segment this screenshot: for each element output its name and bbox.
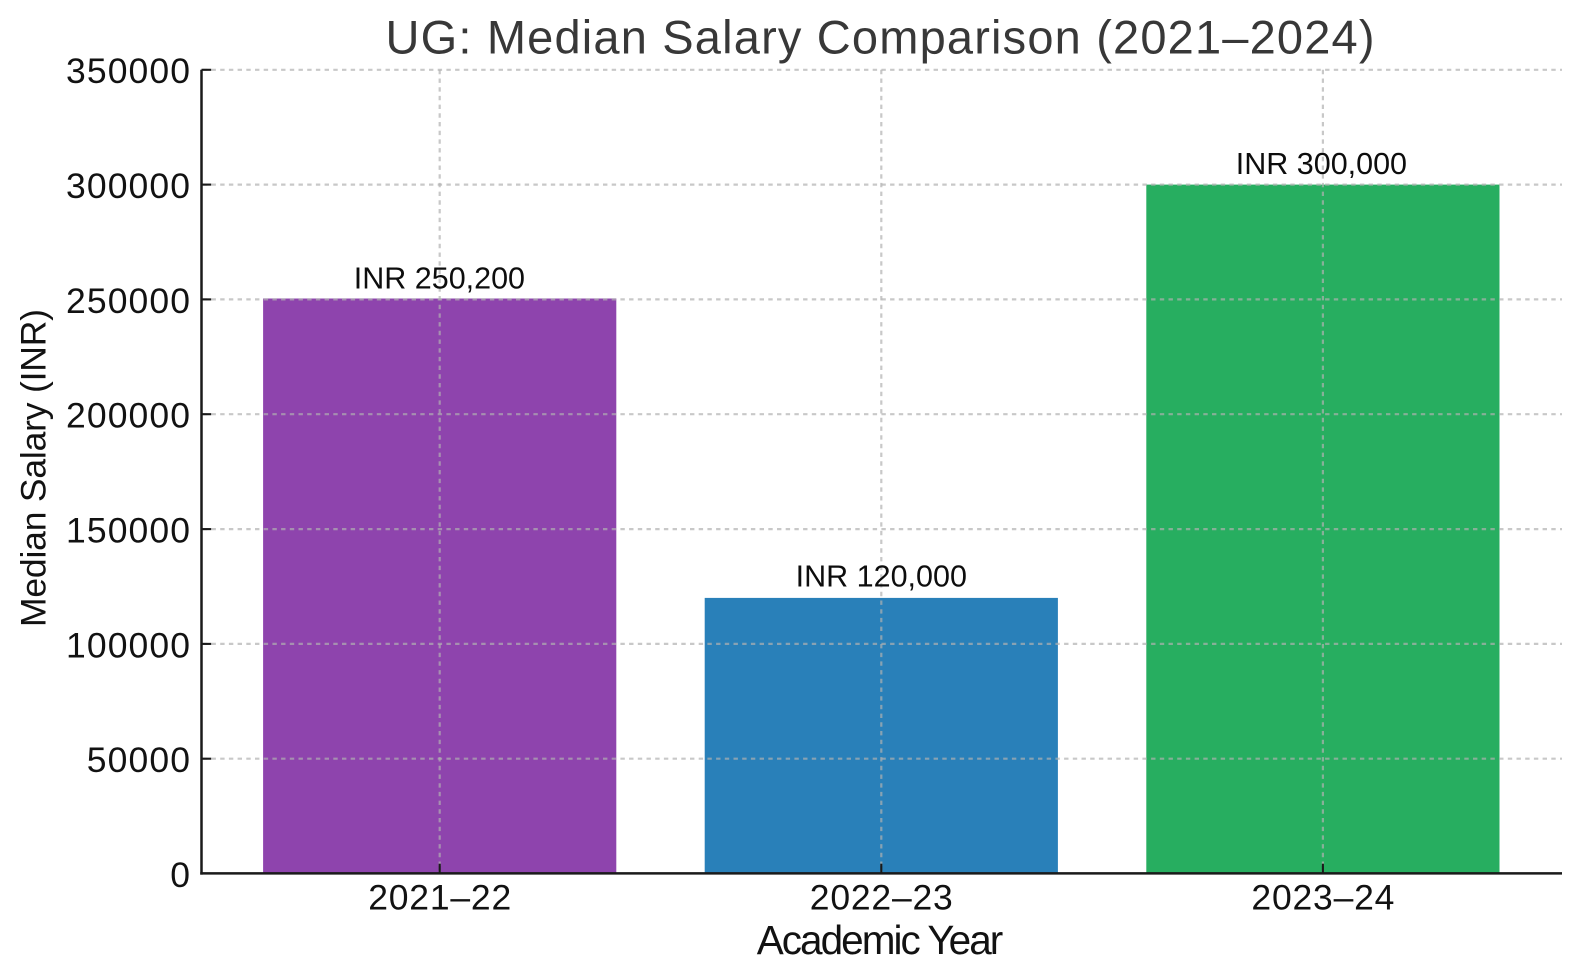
svg-text:200000: 200000 [66, 396, 190, 436]
svg-text:INR 250,200: INR 250,200 [354, 262, 525, 296]
svg-text:INR 120,000: INR 120,000 [796, 560, 967, 594]
svg-text:250000: 250000 [66, 281, 190, 321]
svg-text:UG: Median Salary Comparison (: UG: Median Salary Comparison (2021–2024) [386, 11, 1375, 64]
svg-text:350000: 350000 [66, 51, 190, 91]
svg-text:Median Salary (INR): Median Salary (INR) [14, 309, 54, 627]
svg-text:300000: 300000 [66, 166, 190, 206]
svg-text:2022–23: 2022–23 [810, 877, 953, 917]
svg-text:150000: 150000 [66, 511, 190, 551]
svg-text:2023–24: 2023–24 [1251, 877, 1394, 917]
svg-text:50000: 50000 [87, 740, 190, 780]
svg-text:2021–22: 2021–22 [368, 877, 511, 917]
svg-text:100000: 100000 [66, 625, 190, 665]
svg-text:INR 300,000: INR 300,000 [1236, 147, 1407, 181]
svg-text:0: 0 [170, 855, 190, 895]
svg-text:Academic Year: Academic Year [757, 917, 1004, 963]
